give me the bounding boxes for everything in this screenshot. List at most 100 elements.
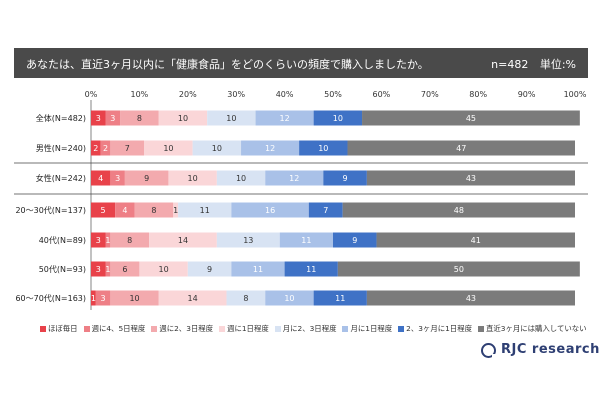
bar-segment <box>216 170 266 186</box>
logo-mark-icon <box>481 343 497 359</box>
data-label: 8 <box>243 294 248 303</box>
category-label: 女性(N=242) <box>36 173 86 183</box>
legend-swatch <box>477 325 484 332</box>
bar-segment <box>110 232 150 248</box>
legend-swatch <box>342 325 349 332</box>
bar-segment <box>366 290 575 306</box>
bar-segment <box>207 110 256 126</box>
data-label: 10 <box>226 114 236 123</box>
x-tick-label: 90% <box>518 90 536 99</box>
legend-label: 月に1日程度 <box>350 324 393 333</box>
bar-segment <box>144 140 193 156</box>
bar-segment <box>323 170 367 186</box>
data-label: 10 <box>188 174 198 183</box>
data-label: 8 <box>151 206 156 215</box>
data-label: 2 <box>93 144 98 153</box>
x-tick-label: 100% <box>564 90 587 99</box>
bar-segment <box>342 202 575 218</box>
x-tick-label: 60% <box>373 90 391 99</box>
legend-swatch <box>83 325 90 332</box>
data-label: 16 <box>265 206 275 215</box>
bar-segment <box>279 232 333 248</box>
legend-label: 週に1日程度 <box>227 324 269 333</box>
data-label: 9 <box>352 236 357 245</box>
legend-swatch <box>219 325 226 332</box>
bar-segment <box>313 290 367 306</box>
legend-item: 週に2、3日程度 <box>151 323 213 334</box>
x-tick-label: 20% <box>179 90 197 99</box>
legend-label: 直近3ヶ月には購入していない <box>485 324 587 333</box>
logo-text: RJC research <box>501 342 600 357</box>
data-label: 3 <box>115 174 120 183</box>
bar-segment <box>91 170 111 186</box>
legend-item: 月に2、3日程度 <box>274 323 337 334</box>
data-label: 1 <box>105 265 110 274</box>
legend: ほぼ毎日 週に4、5日程度 週に2、3日程度 週に1日程度 月に2、3日程度 月に1日程度… <box>40 323 588 335</box>
x-tick-label: 10% <box>131 90 149 99</box>
legend-swatch <box>40 325 46 332</box>
x-tick-label: 80% <box>469 90 487 99</box>
data-label: 9 <box>207 265 212 274</box>
bar-segment <box>91 232 106 248</box>
x-tick-label: 40% <box>276 90 294 99</box>
category-label: 50代(N=93) <box>39 264 86 274</box>
x-tick-label: 0% <box>85 90 98 99</box>
bar-segment <box>347 140 575 156</box>
data-label: 9 <box>144 174 149 183</box>
category-label: 男性(N=240) <box>36 143 86 153</box>
data-label: 10 <box>163 144 173 153</box>
bar-segment <box>255 110 314 126</box>
data-label: 2 <box>103 144 108 153</box>
data-label: 43 <box>466 174 476 183</box>
bar-segment <box>333 232 377 248</box>
legend-swatch <box>274 325 281 332</box>
data-label: 1 <box>91 294 96 303</box>
bar-segment <box>192 140 242 156</box>
x-tick-label: 30% <box>227 90 245 99</box>
question-text: あなたは、直近3ヶ月以内に「健康食品」をどのくらいの頻度で購入しましたか。 <box>26 58 429 71</box>
legend-label: ほぼ毎日 <box>48 324 78 333</box>
bar-segment <box>231 261 285 277</box>
data-label: 12 <box>289 174 299 183</box>
data-label: 43 <box>466 294 476 303</box>
data-label: 12 <box>265 144 275 153</box>
data-label: 8 <box>127 236 132 245</box>
data-label: 12 <box>280 114 290 123</box>
bar-segment <box>134 202 174 218</box>
data-label: 10 <box>178 114 188 123</box>
bar-segment <box>120 110 159 126</box>
category-label: 20～30代(N=137) <box>15 205 86 215</box>
data-label: 11 <box>306 265 316 274</box>
bar-segment <box>265 170 324 186</box>
bar-segment <box>173 202 179 218</box>
data-label: 11 <box>335 294 345 303</box>
bar-segment <box>139 261 188 277</box>
x-tick-label: 70% <box>421 90 439 99</box>
unit-label: 単位:% <box>539 58 576 71</box>
data-label: 4 <box>98 174 103 183</box>
data-label: 8 <box>137 114 142 123</box>
legend-item: 週に4、5日程度 <box>83 323 145 334</box>
bar-segment <box>100 140 111 156</box>
bar-segment <box>241 140 300 156</box>
bar-segment <box>168 170 217 186</box>
bar-segment <box>149 232 217 248</box>
bar-segment <box>158 110 208 126</box>
bar-segment <box>91 290 96 306</box>
bar-segment <box>313 110 363 126</box>
data-label: 10 <box>212 144 222 153</box>
legend-label: 月に2、3日程度 <box>282 324 337 333</box>
bar-segment <box>187 261 232 277</box>
data-label: 50 <box>454 265 464 274</box>
data-label: 10 <box>236 174 246 183</box>
bar-segment <box>91 110 106 126</box>
data-label: 10 <box>159 265 169 274</box>
legend-swatch <box>398 325 405 332</box>
data-label: 11 <box>253 265 263 274</box>
bar-segment <box>91 140 101 156</box>
data-label: 1 <box>105 236 110 245</box>
data-label: 5 <box>101 206 106 215</box>
rjc-research-logo: RJC research <box>481 341 599 363</box>
bar-segment <box>366 170 575 186</box>
